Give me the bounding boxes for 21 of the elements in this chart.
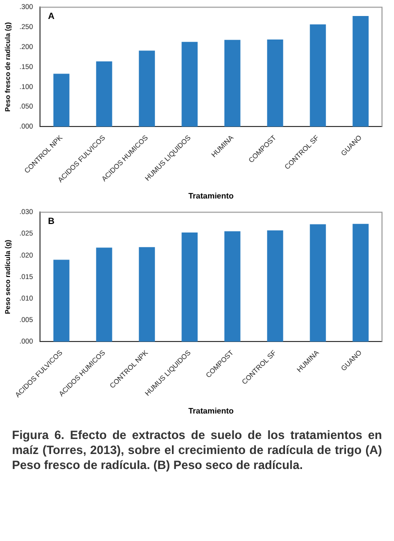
bar <box>310 224 326 342</box>
bar <box>267 39 284 127</box>
x-axis-title: Tratamiento <box>188 191 234 200</box>
bar <box>352 224 369 342</box>
bar <box>352 16 369 127</box>
annotation: A <box>48 11 56 22</box>
bar <box>53 260 70 342</box>
bar <box>310 24 326 127</box>
bar <box>224 40 240 127</box>
bar <box>267 230 284 342</box>
annotation: B <box>48 216 56 226</box>
bar <box>138 50 155 127</box>
bar <box>224 231 240 342</box>
x-axis-title: Tratamiento <box>188 406 234 416</box>
bar <box>53 74 70 127</box>
text: Figura 6. Efecto de extractos de suelo de los tratamientos en maíz (Torres, 2013), sobre el crecimiento de radícula de trigo (A) Peso fresco de radícula. (B) Peso seco de radícula. <box>12 428 382 473</box>
bar <box>182 42 198 127</box>
bar <box>96 61 112 127</box>
bar <box>182 232 198 342</box>
bar <box>138 247 155 342</box>
bar <box>96 248 112 342</box>
